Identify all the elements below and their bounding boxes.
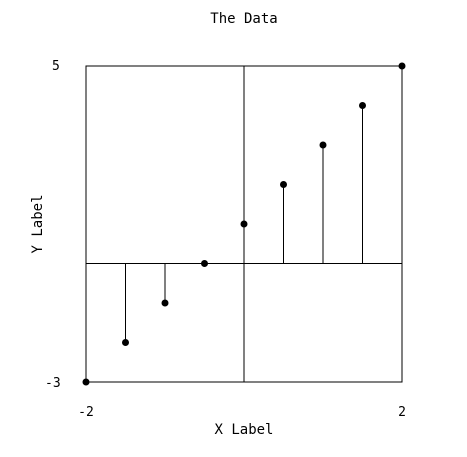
data-point xyxy=(280,181,287,188)
x-tick-max: 2 xyxy=(398,405,406,420)
y-axis-label: Y Label xyxy=(30,194,46,253)
data-point xyxy=(161,299,169,307)
data-point xyxy=(398,62,406,70)
x-tick-min: -2 xyxy=(78,405,94,420)
chart-title: The Data xyxy=(210,11,277,27)
data-point xyxy=(201,260,208,267)
data-point xyxy=(240,220,248,228)
data-point xyxy=(319,141,327,149)
y-tick-min: -3 xyxy=(45,376,61,391)
stems-group xyxy=(85,66,403,382)
data-point xyxy=(122,339,129,346)
data-point xyxy=(82,378,90,386)
points-group xyxy=(82,62,406,386)
y-tick-max: 5 xyxy=(52,59,60,74)
data-point xyxy=(359,102,366,109)
x-axis-label: X Label xyxy=(214,422,273,438)
